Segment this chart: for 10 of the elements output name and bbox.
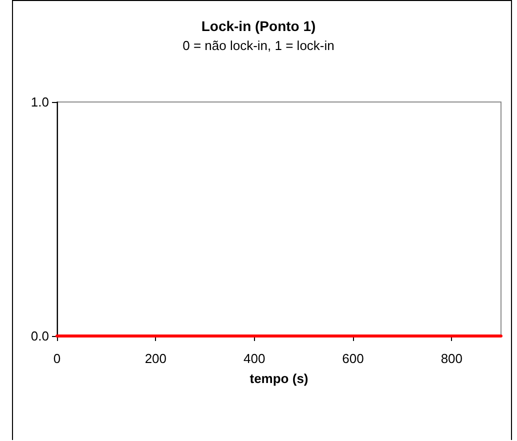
chart-title: Lock-in (Ponto 1) — [201, 18, 316, 34]
x-tick-label: 200 — [144, 351, 167, 366]
x-tick-label: 400 — [243, 351, 266, 366]
x-axis-title: tempo (s) — [250, 371, 308, 386]
x-tick-label: 600 — [342, 351, 364, 366]
x-tick-label: 0 — [53, 351, 61, 366]
x-tick-label: 800 — [440, 351, 463, 366]
chart-subtitle: 0 = não lock-in, 1 = lock-in — [182, 38, 334, 53]
y-tick-label: 1.0 — [30, 94, 49, 110]
y-tick-label: 0.0 — [30, 328, 49, 344]
